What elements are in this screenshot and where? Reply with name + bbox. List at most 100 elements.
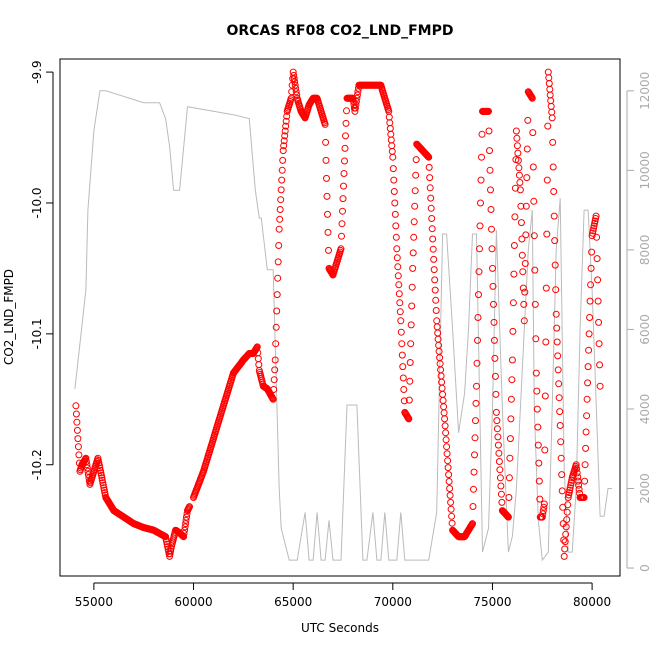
co2-point [490, 318, 498, 326]
co2-point [400, 397, 408, 405]
co2-point [275, 225, 283, 233]
co2-point [596, 382, 604, 390]
co2-point [291, 78, 299, 86]
co2-point [432, 307, 440, 314]
co2-point [441, 422, 449, 430]
co2-point [529, 163, 537, 171]
co2-point [585, 330, 593, 338]
x-axis-label: UTC Seconds [301, 621, 379, 635]
co2-point [400, 386, 408, 393]
co2-point [514, 149, 522, 157]
co2-point [352, 101, 360, 109]
co2-point [511, 184, 519, 192]
co2-point [551, 261, 559, 269]
co2-point [550, 212, 558, 220]
co2-point [473, 359, 481, 367]
co2-point [519, 284, 527, 292]
co2-point [396, 308, 404, 316]
co2-point [551, 237, 559, 245]
co2-point [341, 144, 349, 152]
co2-point [508, 356, 516, 364]
plot-frame [59, 58, 621, 577]
co2-point [523, 145, 531, 153]
y2-tick-label: 4000 [638, 394, 650, 425]
co2-point [581, 461, 589, 469]
co2-point [324, 210, 331, 218]
co2-point [72, 410, 80, 418]
co2-point [72, 402, 80, 410]
co2-point [539, 507, 547, 515]
co2-point [277, 196, 285, 204]
co2-point [291, 81, 299, 89]
co2-point [446, 485, 454, 492]
co2-point [539, 510, 547, 518]
co2-point [572, 461, 580, 469]
co2-point [507, 415, 515, 423]
co2-point [524, 116, 532, 124]
co2-point [590, 222, 598, 230]
co2-point [515, 164, 523, 172]
co2-point [398, 340, 406, 348]
co2-point [75, 451, 83, 459]
co2-point [445, 478, 453, 485]
y-tick-label: -10.2 [30, 449, 44, 480]
co2-point [181, 526, 189, 534]
co2-point [534, 423, 542, 431]
co2-point [391, 199, 399, 207]
co2-point [584, 379, 592, 387]
y2-tick-label: 8000 [638, 235, 650, 266]
co2-point [282, 117, 290, 125]
co2-point [530, 197, 538, 205]
co2-point [162, 533, 170, 541]
co2-point [489, 282, 497, 290]
co2-point [520, 300, 528, 308]
co2-point [575, 481, 583, 489]
co2-point [277, 186, 285, 194]
co2-point [477, 176, 485, 184]
co2-point [395, 281, 403, 289]
altitude-series [74, 90, 612, 562]
co2-point [487, 206, 495, 213]
co2-point [390, 176, 398, 184]
co2-point [447, 505, 455, 513]
co2-point [567, 481, 575, 489]
co2-point [99, 481, 107, 489]
co2-point [392, 222, 400, 230]
co2-point [166, 550, 174, 558]
co2-point [429, 245, 437, 253]
co2-point [442, 429, 450, 437]
co2-point [542, 338, 550, 346]
co2-point [477, 199, 484, 207]
co2-point [593, 233, 601, 241]
co2-point [548, 114, 556, 122]
co2-point [273, 307, 281, 315]
co2-point [486, 147, 493, 155]
co2-point [395, 290, 403, 298]
co2-point [587, 264, 595, 272]
co2-point [428, 215, 436, 222]
co2-point [553, 324, 561, 332]
co2-point [487, 186, 494, 194]
co2-point [289, 68, 297, 76]
co2-point [490, 336, 498, 344]
co2-point [393, 254, 401, 262]
co2-point [441, 415, 449, 423]
co2-point [593, 255, 601, 263]
co2-point [389, 153, 397, 161]
co2-point [505, 494, 513, 501]
co2-point [536, 495, 544, 503]
axes: 55000 60000 65000 70000 75000 80000-9.9-10.0-… [30, 60, 650, 609]
co2-point [412, 156, 420, 164]
co2-point [561, 545, 569, 553]
co2-point [281, 127, 289, 135]
co2-point [491, 372, 499, 380]
co2-point [279, 156, 287, 164]
y2-tick-label: 0 [638, 564, 650, 572]
co2-point [83, 461, 91, 469]
co2-point [529, 129, 537, 137]
co2-point [430, 255, 438, 263]
co2-point [585, 346, 593, 354]
co2-point [540, 500, 548, 508]
co2-point [517, 202, 525, 210]
co2-point [522, 202, 530, 210]
